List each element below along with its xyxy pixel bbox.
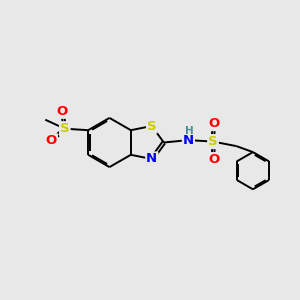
Text: S: S <box>147 119 157 133</box>
Text: O: O <box>208 117 219 130</box>
Text: H: H <box>184 125 194 136</box>
Text: S: S <box>60 122 70 135</box>
Text: O: O <box>208 153 219 166</box>
Text: N: N <box>146 152 158 166</box>
Text: N: N <box>183 134 194 147</box>
Text: O: O <box>57 105 68 118</box>
Text: O: O <box>46 134 57 147</box>
Text: S: S <box>208 135 218 148</box>
